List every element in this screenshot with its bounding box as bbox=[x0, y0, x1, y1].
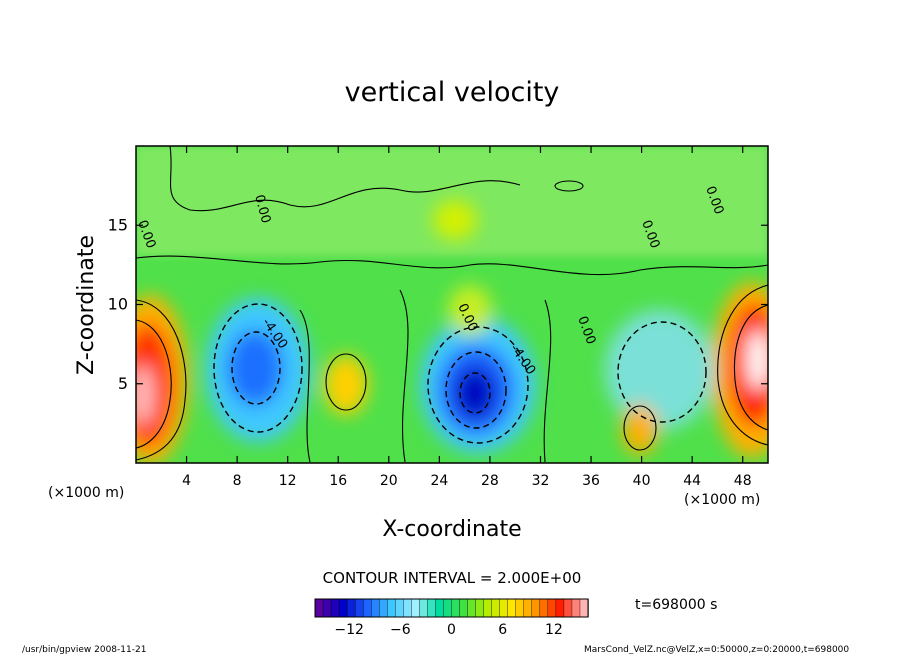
updraft-24km bbox=[448, 285, 492, 335]
x-axis: 4 8 12 16 20 24 28 32 36 40 44 48 bbox=[182, 146, 752, 489]
contour-neg-left bbox=[213, 303, 303, 433]
footer-right: MarsCond_VelZ.nc@VelZ,x=0:50000,z=0:2000… bbox=[584, 645, 849, 654]
x-unit-right: (×1000 m) bbox=[684, 492, 760, 508]
colorbar-segment bbox=[322, 598, 332, 618]
colorbar-segment bbox=[475, 598, 485, 618]
contour-zero-mid bbox=[299, 289, 552, 463]
updraft-16km bbox=[324, 355, 368, 415]
colorbar-segment bbox=[387, 598, 396, 618]
colorbar-segment bbox=[579, 598, 589, 618]
downdraft-left-core bbox=[227, 330, 283, 406]
colorbar-segment bbox=[563, 598, 573, 618]
colorbar-segment bbox=[395, 598, 405, 618]
plot-area: 0.00 -4.00 -4.00 0.00 0.00 0.00 0.00 0.0… bbox=[136, 146, 768, 463]
x-tick-label: 28 bbox=[481, 473, 499, 489]
contour-small bbox=[554, 180, 584, 192]
updraft-right-core bbox=[747, 330, 768, 390]
x-tick-label: 24 bbox=[430, 473, 448, 489]
colorbar-segment bbox=[362, 598, 372, 618]
contour-16km-cell bbox=[325, 353, 367, 411]
colorbar-segment bbox=[346, 598, 356, 618]
x-unit-left: (×1000 m) bbox=[48, 485, 124, 501]
colorbar-segment bbox=[330, 598, 340, 618]
updraft-left-core bbox=[136, 365, 154, 425]
colorbar-segment bbox=[531, 598, 541, 618]
colorbar-segment bbox=[419, 598, 429, 618]
colorbar-segment bbox=[515, 598, 525, 618]
colorbar-segment bbox=[523, 598, 533, 618]
chart-title: vertical velocity bbox=[345, 77, 560, 108]
colorbar-segment bbox=[491, 598, 501, 618]
colorbar-tick-label: −6 bbox=[390, 622, 411, 638]
contour-zero-upper bbox=[136, 255, 768, 276]
colorbar-segment bbox=[371, 598, 380, 618]
colorbar-segment bbox=[435, 598, 445, 618]
contour-label: 0.00 bbox=[251, 193, 273, 225]
x-tick-label: 44 bbox=[683, 473, 701, 489]
colorbar-segment bbox=[314, 598, 324, 618]
contour-neg-center-core bbox=[459, 372, 491, 414]
updraft-40km bbox=[622, 405, 658, 455]
colorbar-segment bbox=[467, 598, 477, 618]
colorbar-segment bbox=[507, 598, 517, 618]
contour-right bbox=[717, 284, 768, 446]
colorbar: −12 −6 0 6 12 bbox=[314, 598, 589, 638]
y-tick-label: 15 bbox=[108, 215, 128, 234]
colorbar-segment bbox=[571, 598, 581, 618]
x-tick-label: 20 bbox=[380, 473, 398, 489]
x-tick-label: 4 bbox=[182, 473, 191, 489]
x-tick-label: 16 bbox=[329, 473, 347, 489]
colorbar-segment bbox=[338, 598, 348, 618]
y-axis-label: Z-coordinate bbox=[74, 235, 99, 375]
colorbar-segment bbox=[411, 598, 421, 618]
x-tick-label: 32 bbox=[532, 473, 550, 489]
colorbar-tick-label: 12 bbox=[545, 622, 563, 638]
x-tick-label: 12 bbox=[279, 473, 297, 489]
colorbar-tick-label: 6 bbox=[498, 622, 507, 638]
colorbar-segment bbox=[354, 598, 364, 618]
colorbar-tick-label: 0 bbox=[447, 622, 456, 638]
contour-left-inner bbox=[136, 319, 172, 449]
y-axis: 5 10 15 bbox=[108, 215, 768, 393]
time-label: t=698000 s bbox=[635, 597, 717, 613]
contour-neg-center bbox=[427, 326, 529, 444]
colorbar-segment bbox=[379, 598, 388, 618]
x-tick-label: 36 bbox=[582, 473, 600, 489]
x-tick-label: 8 bbox=[233, 473, 242, 489]
colorbar-segment bbox=[443, 598, 453, 618]
contour-right-inner bbox=[733, 304, 768, 431]
colorbar-segment bbox=[547, 598, 557, 618]
contour-neg-left-inner bbox=[231, 331, 281, 405]
contour-40km-cell bbox=[623, 405, 657, 451]
colorbar-tick-label: −12 bbox=[334, 622, 364, 638]
downdraft-center-core bbox=[455, 367, 495, 419]
footer-left: /usr/bin/gpview 2008-11-21 bbox=[22, 645, 146, 654]
contour-top-left bbox=[169, 146, 521, 212]
colorbar-segment bbox=[451, 598, 461, 618]
colorbar-segment bbox=[459, 598, 469, 618]
x-axis-label: X-coordinate bbox=[382, 517, 521, 542]
contour-neg-center-inner bbox=[445, 351, 507, 429]
y-tick-label: 10 bbox=[108, 295, 128, 314]
x-tick-label: 40 bbox=[633, 473, 651, 489]
y-tick-label: 5 bbox=[118, 374, 128, 393]
colorbar-segment bbox=[483, 598, 493, 618]
contour-left bbox=[136, 299, 187, 461]
x-tick-label: 48 bbox=[734, 473, 752, 489]
colorbar-segment bbox=[539, 598, 549, 618]
colorbar-segment bbox=[403, 598, 413, 618]
contour-neg-right bbox=[617, 321, 707, 423]
contour-interval: CONTOUR INTERVAL = 2.000E+00 bbox=[323, 569, 582, 587]
colorbar-frame bbox=[314, 598, 589, 618]
colorbar-segment bbox=[499, 598, 509, 618]
colorbar-segment bbox=[555, 598, 565, 618]
updraft-mid-top bbox=[433, 200, 477, 240]
downdraft-right bbox=[605, 310, 715, 430]
colorbar-segment bbox=[427, 598, 437, 618]
